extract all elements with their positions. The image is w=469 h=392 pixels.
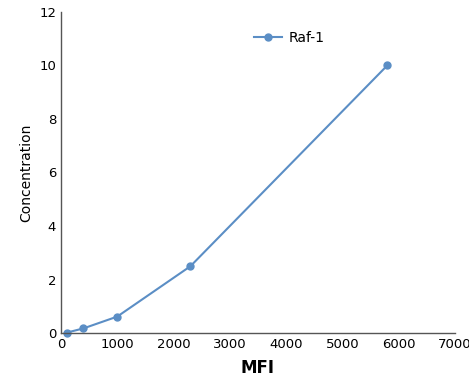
Raf-1 [64, 330, 69, 335]
Raf-1 [188, 264, 193, 269]
Legend: Raf-1: Raf-1 [249, 25, 330, 50]
X-axis label: MFI: MFI [241, 359, 275, 377]
Raf-1 [81, 326, 86, 331]
Raf-1 [385, 63, 390, 68]
Y-axis label: Concentration: Concentration [20, 123, 34, 221]
Line: Raf-1: Raf-1 [63, 62, 391, 336]
Raf-1 [114, 314, 120, 319]
